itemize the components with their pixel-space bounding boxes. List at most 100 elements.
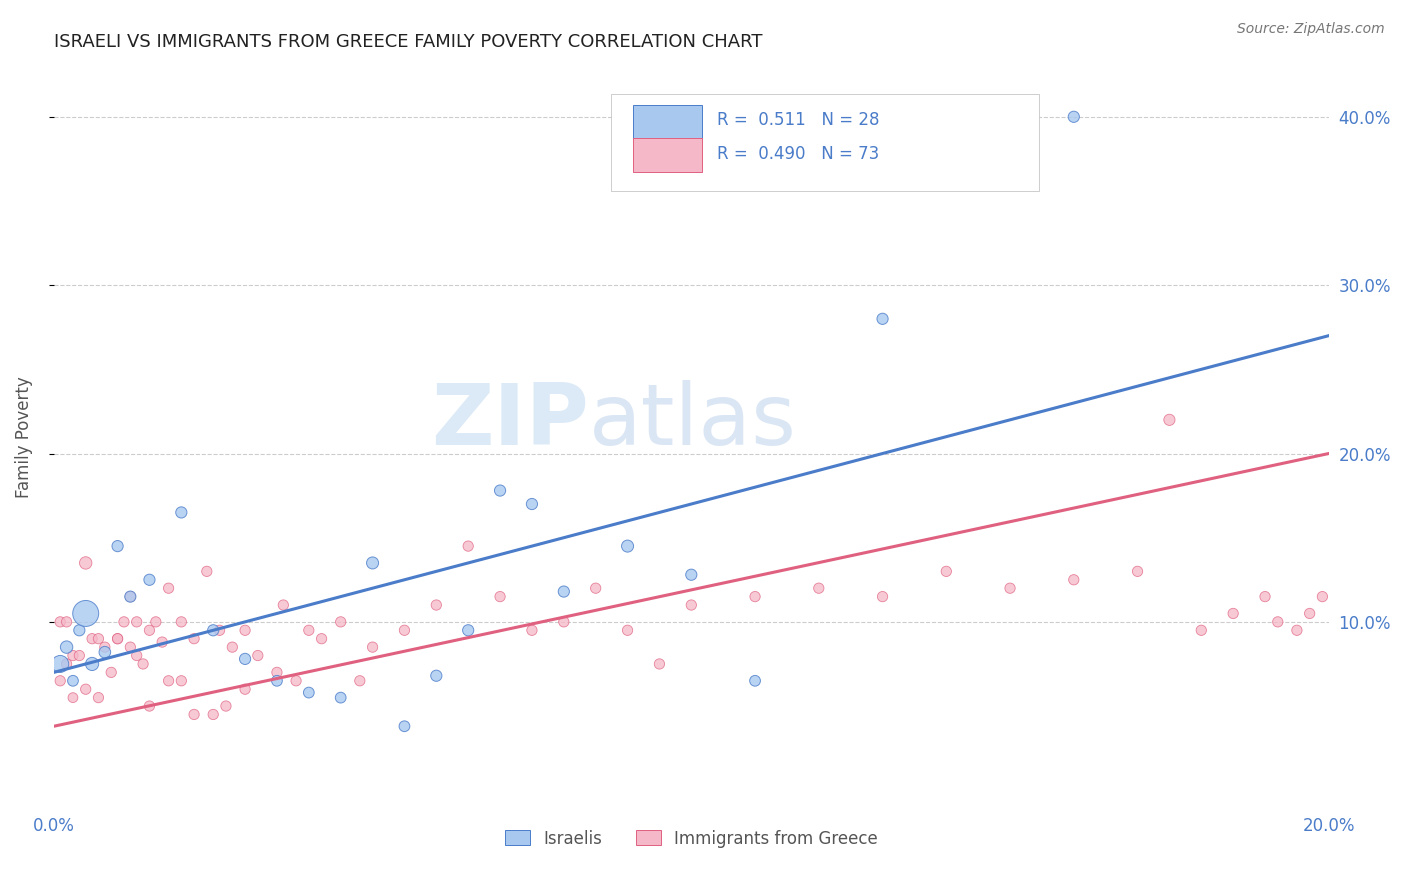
Point — [266, 665, 288, 680]
Point — [489, 590, 512, 604]
Point — [55, 640, 77, 654]
Point — [100, 665, 122, 680]
Point — [233, 682, 256, 697]
Point — [616, 624, 638, 638]
Point — [87, 632, 110, 646]
Text: ZIP: ZIP — [432, 380, 589, 463]
Point — [361, 556, 384, 570]
Point — [233, 624, 256, 638]
Point — [285, 673, 308, 688]
Point — [246, 648, 269, 663]
Y-axis label: Family Poverty: Family Poverty — [15, 376, 32, 498]
Point — [75, 682, 97, 697]
Point — [553, 584, 575, 599]
Point — [49, 673, 72, 688]
Point — [361, 640, 384, 654]
Point — [744, 673, 766, 688]
Point — [585, 581, 607, 595]
Point — [273, 598, 295, 612]
Point — [1312, 590, 1334, 604]
Point — [1285, 624, 1308, 638]
Point — [520, 624, 543, 638]
Text: ISRAELI VS IMMIGRANTS FROM GREECE FAMILY POVERTY CORRELATION CHART: ISRAELI VS IMMIGRANTS FROM GREECE FAMILY… — [53, 33, 762, 51]
Point — [150, 635, 173, 649]
Point — [107, 632, 129, 646]
Text: R =  0.511   N = 28: R = 0.511 N = 28 — [717, 112, 879, 129]
Point — [87, 690, 110, 705]
Point — [125, 615, 148, 629]
Point — [520, 497, 543, 511]
Point — [138, 573, 160, 587]
Legend: Israelis, Immigrants from Greece: Israelis, Immigrants from Greece — [498, 823, 884, 855]
Point — [195, 565, 218, 579]
Point — [681, 567, 703, 582]
Point — [62, 648, 84, 663]
Point — [62, 690, 84, 705]
Point — [1254, 590, 1277, 604]
Point — [935, 565, 957, 579]
Point — [233, 652, 256, 666]
Point — [457, 539, 479, 553]
Point — [215, 699, 238, 714]
Point — [55, 657, 77, 671]
FancyBboxPatch shape — [633, 104, 702, 139]
Point — [80, 632, 103, 646]
Point — [132, 657, 155, 671]
Point — [681, 598, 703, 612]
Point — [125, 648, 148, 663]
Point — [157, 581, 180, 595]
Point — [62, 673, 84, 688]
Point — [202, 624, 225, 638]
FancyBboxPatch shape — [612, 94, 1039, 191]
Point — [55, 615, 77, 629]
Point — [208, 624, 231, 638]
Point — [1159, 413, 1181, 427]
Point — [394, 719, 416, 733]
Point — [120, 590, 142, 604]
Point — [311, 632, 333, 646]
Text: R =  0.490   N = 73: R = 0.490 N = 73 — [717, 145, 879, 162]
Point — [648, 657, 671, 671]
Point — [107, 539, 129, 553]
Point — [1189, 624, 1212, 638]
Point — [329, 615, 352, 629]
Point — [170, 615, 193, 629]
Point — [872, 311, 894, 326]
Point — [80, 657, 103, 671]
Text: atlas: atlas — [589, 380, 797, 463]
Point — [425, 598, 447, 612]
Point — [616, 539, 638, 553]
Point — [457, 624, 479, 638]
Point — [94, 645, 117, 659]
Point — [183, 707, 205, 722]
Point — [553, 615, 575, 629]
Point — [94, 640, 117, 654]
Point — [298, 624, 321, 638]
Point — [112, 615, 135, 629]
Point — [394, 624, 416, 638]
Point — [349, 673, 371, 688]
Point — [1063, 573, 1085, 587]
Point — [872, 590, 894, 604]
Point — [75, 556, 97, 570]
Point — [1222, 607, 1244, 621]
Point — [107, 632, 129, 646]
Point — [170, 673, 193, 688]
Point — [49, 657, 72, 671]
Point — [138, 699, 160, 714]
Point — [425, 669, 447, 683]
Point — [170, 505, 193, 519]
Point — [1063, 110, 1085, 124]
Point — [120, 640, 142, 654]
Point — [1126, 565, 1149, 579]
Point — [266, 673, 288, 688]
Point — [75, 607, 97, 621]
Point — [49, 615, 72, 629]
Point — [67, 624, 90, 638]
Point — [807, 581, 830, 595]
Point — [329, 690, 352, 705]
Point — [998, 581, 1021, 595]
Point — [157, 673, 180, 688]
Text: Source: ZipAtlas.com: Source: ZipAtlas.com — [1237, 22, 1385, 37]
Point — [138, 624, 160, 638]
